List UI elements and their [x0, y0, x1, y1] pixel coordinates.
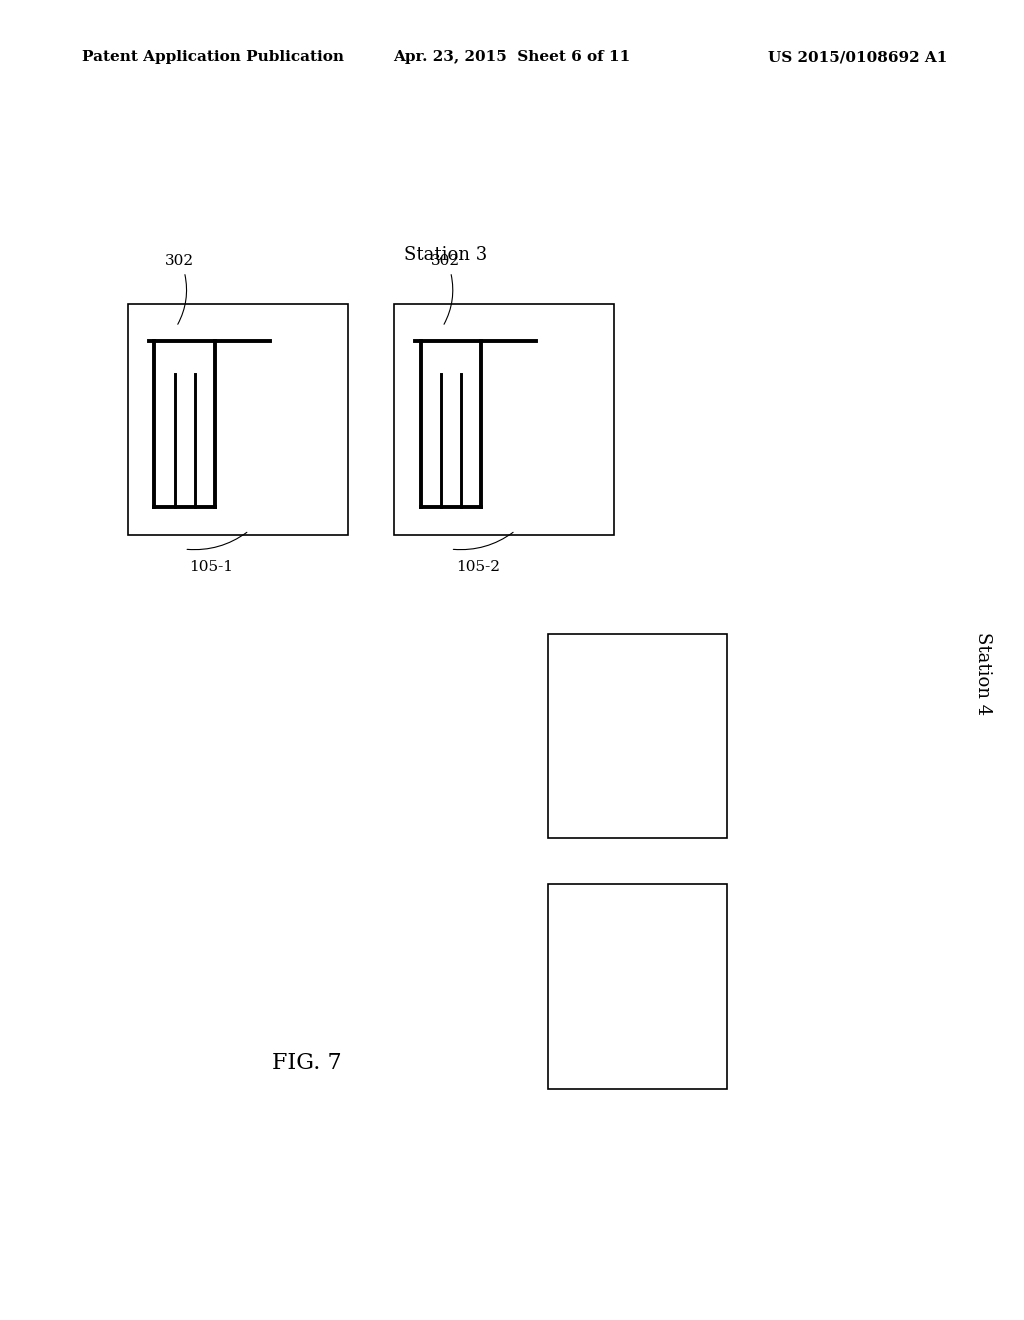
Text: Patent Application Publication: Patent Application Publication	[82, 50, 344, 65]
Text: Station 3: Station 3	[403, 246, 487, 264]
Bar	[548, 884, 727, 1089]
Text: 302: 302	[431, 253, 460, 268]
Text: 105-1: 105-1	[189, 560, 233, 574]
Text: 105-2: 105-2	[456, 560, 500, 574]
Text: Apr. 23, 2015  Sheet 6 of 11: Apr. 23, 2015 Sheet 6 of 11	[393, 50, 631, 65]
Bar	[128, 304, 348, 535]
Text: FIG. 7: FIG. 7	[272, 1052, 342, 1073]
Bar	[394, 304, 614, 535]
Text: US 2015/0108692 A1: US 2015/0108692 A1	[768, 50, 947, 65]
Bar	[548, 634, 727, 838]
Text: 302: 302	[165, 253, 194, 268]
Text: Station 4: Station 4	[974, 632, 992, 714]
